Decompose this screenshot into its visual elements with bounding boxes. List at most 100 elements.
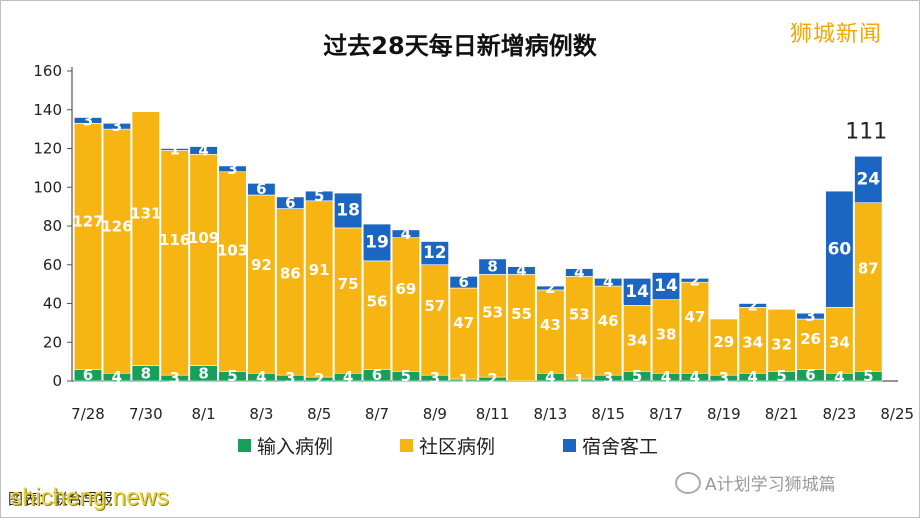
watermark-bottom-left: shicheng.news bbox=[10, 484, 169, 511]
data-label: 5 bbox=[863, 367, 873, 385]
data-label: 2 bbox=[314, 370, 324, 388]
data-label: 3 bbox=[112, 117, 122, 135]
data-label: 19 bbox=[365, 232, 389, 252]
y-tick-label: 100 bbox=[33, 178, 62, 196]
bar-segment-dormitory bbox=[73, 117, 103, 124]
data-label: 3 bbox=[603, 369, 613, 387]
data-label: 6 bbox=[372, 366, 382, 384]
data-label: 127 bbox=[72, 213, 103, 231]
bar-segment-community bbox=[709, 318, 738, 376]
data-label: 4 bbox=[661, 368, 671, 386]
data-label: 4 bbox=[603, 273, 613, 291]
bar-segment-dormitory bbox=[420, 241, 449, 266]
bar-segment-community bbox=[362, 260, 392, 370]
bar-segment-community bbox=[420, 264, 449, 376]
data-label: 2 bbox=[690, 271, 700, 289]
data-label: 103 bbox=[217, 242, 248, 260]
legend-swatch bbox=[400, 439, 413, 452]
bar-segment-community bbox=[680, 281, 709, 374]
data-label: 109 bbox=[188, 229, 219, 247]
bar-segment-dormitory bbox=[594, 278, 623, 287]
data-label: 4 bbox=[256, 368, 266, 386]
data-label: 55 bbox=[511, 305, 532, 323]
data-label: 4 bbox=[545, 368, 555, 386]
bar-segment-community bbox=[189, 154, 218, 366]
data-label: 4 bbox=[834, 368, 844, 386]
legend-swatch bbox=[563, 439, 576, 452]
bar-segment-community bbox=[276, 208, 305, 376]
x-tick-label: 8/5 bbox=[307, 405, 331, 423]
data-label: 47 bbox=[453, 314, 474, 332]
data-label: 26 bbox=[800, 330, 821, 348]
data-label: 131 bbox=[130, 204, 161, 222]
watermark-bottom-text: A计划学习狮城篇 bbox=[705, 475, 836, 495]
x-tick-label: 8/1 bbox=[192, 405, 216, 423]
watermark-top: 狮城新闻 bbox=[790, 22, 883, 47]
bar-segment-dormitory bbox=[189, 146, 218, 155]
data-label: 4 bbox=[112, 368, 122, 386]
bar-segment-community bbox=[131, 111, 160, 366]
x-tick-label: 8/7 bbox=[365, 405, 389, 423]
y-tick-label: 160 bbox=[33, 62, 62, 80]
bar-segment-community bbox=[247, 194, 276, 374]
data-label: 4 bbox=[747, 368, 757, 386]
data-label: 91 bbox=[309, 261, 330, 279]
data-label: 53 bbox=[482, 304, 503, 322]
x-tick-label: 8/19 bbox=[707, 405, 741, 423]
data-label: 69 bbox=[395, 280, 416, 298]
data-label: 53 bbox=[569, 306, 590, 324]
x-tick-label: 8/17 bbox=[649, 405, 683, 423]
data-label: 2 bbox=[747, 296, 757, 314]
data-label: 6 bbox=[83, 366, 93, 384]
data-label: 43 bbox=[540, 316, 561, 334]
bar-segment-community bbox=[305, 200, 334, 378]
bar-segment-dormitory bbox=[565, 268, 594, 277]
y-tick-label: 20 bbox=[43, 333, 62, 351]
bar-segment-dormitory bbox=[680, 278, 709, 283]
data-label: 56 bbox=[367, 292, 388, 310]
data-label: 75 bbox=[338, 275, 359, 293]
data-label: 4 bbox=[343, 368, 353, 386]
x-tick-label: 8/23 bbox=[823, 405, 857, 423]
legend-swatch bbox=[238, 439, 251, 452]
bar-segment-community bbox=[449, 287, 478, 380]
bar-segment-community bbox=[825, 307, 854, 374]
legend-label: 输入病例 bbox=[257, 436, 333, 458]
bar-segment-dormitory bbox=[796, 312, 825, 320]
x-tick-label: 8/11 bbox=[476, 405, 510, 423]
data-label: 5 bbox=[401, 367, 411, 385]
y-tick-label: 120 bbox=[33, 140, 62, 158]
data-label: 3 bbox=[227, 160, 237, 178]
bar-segment-dormitory bbox=[738, 303, 767, 308]
data-label: 8 bbox=[198, 364, 208, 382]
bar-segment-community bbox=[594, 285, 623, 376]
bar-segment-dormitory bbox=[478, 258, 507, 275]
data-label: 34 bbox=[829, 333, 850, 351]
data-label: 92 bbox=[251, 256, 272, 274]
bar-segment-community bbox=[767, 309, 796, 372]
data-label: 1 bbox=[458, 371, 468, 389]
data-label: 5 bbox=[632, 367, 642, 385]
bar-segment-dormitory bbox=[449, 276, 478, 289]
bar-segment-community bbox=[651, 299, 681, 374]
data-label: 8 bbox=[487, 258, 497, 276]
source-text: 图表：联合早报 bbox=[8, 490, 114, 508]
bar-segment-community bbox=[391, 237, 420, 372]
data-label: 34 bbox=[742, 333, 763, 351]
data-label: 4 bbox=[198, 141, 208, 159]
chart-data-labels: 6127341263813131161810945103349263866291… bbox=[72, 111, 880, 389]
data-label: 3 bbox=[83, 111, 93, 129]
data-label: 4 bbox=[516, 262, 526, 280]
bar-segment-community bbox=[507, 274, 536, 382]
bar-segment-dormitory bbox=[218, 165, 247, 173]
data-label: 2 bbox=[545, 279, 555, 297]
data-label: 1 bbox=[169, 140, 179, 158]
bar-segment-community bbox=[102, 128, 131, 374]
watermark-bottom: A计划学习狮城篇 bbox=[675, 470, 836, 495]
bar-segment-dormitory bbox=[276, 196, 305, 209]
bar-segment-dormitory bbox=[334, 192, 363, 229]
data-label: 2 bbox=[487, 370, 497, 388]
data-label: 87 bbox=[858, 260, 879, 278]
y-tick-label: 0 bbox=[52, 372, 62, 390]
data-label: 5 bbox=[314, 187, 324, 205]
